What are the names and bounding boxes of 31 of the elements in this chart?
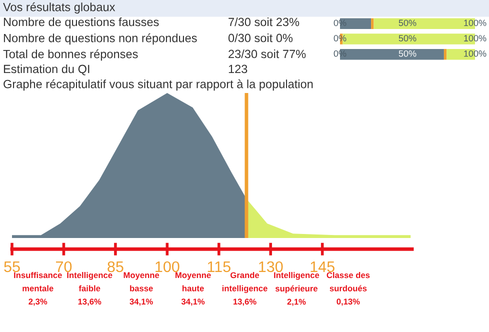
text: 50% — [398, 50, 416, 57]
text: 23/30 soit 77% — [228, 50, 306, 58]
bar — [371, 18, 374, 30]
text: 123 — [228, 64, 248, 74]
text: Insuffisance mentale 2,3% — [14, 272, 62, 306]
x-tick-label: 100 — [156, 261, 180, 272]
text: Estimation du QI — [4, 64, 90, 76]
text: 7/30 soit 23% — [228, 18, 300, 26]
x-tick-label: 130 — [259, 261, 283, 272]
bar — [444, 48, 447, 60]
text: Intelligence faible 13,6% — [67, 272, 112, 306]
text: 0/30 soit 0% — [228, 34, 293, 42]
text: 50% — [398, 35, 416, 42]
text: Classe des surdoués 0,13% — [326, 272, 370, 306]
text: Nombre de questions non répondues — [4, 33, 197, 45]
text: Grande intelligence 13,6% — [222, 272, 268, 306]
text: 0% — [334, 50, 346, 57]
text: Vos résultats globaux — [3, 2, 116, 14]
x-tick-label: 55 — [4, 261, 20, 272]
text: Moyenne haute 34,1% — [176, 272, 211, 306]
x-tick-label: 70 — [56, 261, 72, 272]
x-tick-label: 145 — [310, 261, 334, 272]
chart-title: Graphe récapitulatif vous situant par rapport à la population — [4, 79, 313, 91]
text: Nombre de questions fausses — [4, 18, 159, 28]
text: Moyenne basse 34,1% — [124, 272, 160, 306]
x-tick-label: 0% — [334, 20, 346, 26]
text: Intelligence supérieure 2,1% — [274, 272, 320, 306]
x-tick-label: 50% — [398, 20, 416, 26]
x-tick-label: 85 — [108, 261, 124, 272]
x-tick-label: 115 — [208, 261, 230, 272]
text: Total de bonnes réponses — [3, 49, 138, 61]
